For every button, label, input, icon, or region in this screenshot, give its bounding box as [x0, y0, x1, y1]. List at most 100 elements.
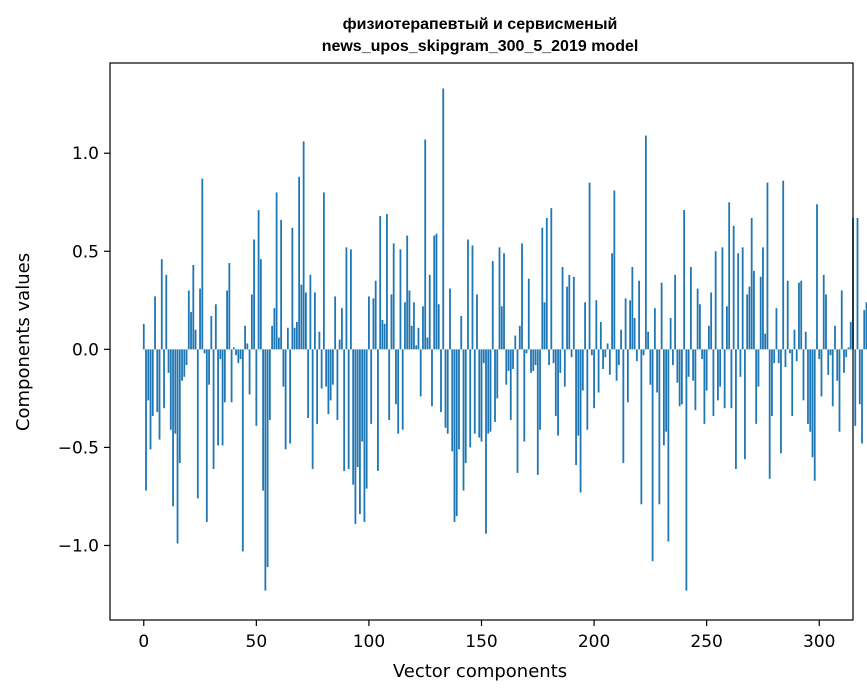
bar	[309, 274, 312, 350]
bar	[728, 202, 731, 350]
bar	[203, 349, 206, 354]
bar	[849, 321, 852, 350]
bar-series	[142, 88, 867, 591]
bar	[827, 349, 830, 375]
bar	[442, 88, 445, 350]
bar	[834, 325, 836, 350]
bar	[723, 349, 726, 409]
bar	[789, 349, 791, 354]
bar	[579, 349, 582, 493]
bar	[437, 304, 440, 350]
bar	[343, 349, 346, 471]
bar	[440, 349, 442, 413]
bar	[557, 349, 559, 436]
bar	[453, 349, 456, 522]
bar	[856, 217, 859, 350]
bar	[676, 349, 679, 383]
bar	[181, 349, 183, 381]
bar	[431, 349, 433, 407]
bar	[647, 331, 650, 350]
bar	[746, 294, 749, 350]
bar	[325, 349, 328, 387]
bar	[232, 347, 235, 350]
bar	[271, 325, 274, 350]
bar	[588, 182, 591, 350]
bar	[223, 349, 226, 403]
bar	[534, 349, 537, 366]
bar	[516, 349, 519, 473]
bar	[602, 349, 604, 369]
bar	[759, 276, 762, 350]
bar	[449, 288, 451, 350]
bar	[532, 349, 535, 371]
bar	[638, 280, 641, 350]
bar	[530, 349, 532, 373]
bar	[554, 349, 557, 417]
bar	[300, 284, 303, 350]
bar	[683, 210, 686, 350]
bar	[169, 349, 172, 430]
bar	[825, 294, 827, 350]
bar	[599, 321, 602, 350]
bar	[491, 261, 494, 350]
y-tick-label: 1.0	[72, 144, 99, 164]
bar	[518, 325, 521, 350]
bar	[800, 280, 803, 350]
bar	[608, 349, 611, 375]
bar	[572, 276, 575, 350]
bar	[604, 349, 607, 358]
bar	[167, 349, 170, 373]
x-tick-label: 250	[690, 632, 722, 652]
bar	[748, 286, 751, 350]
bar	[250, 294, 253, 350]
bar	[566, 286, 568, 350]
bar	[291, 227, 294, 350]
bar	[176, 349, 179, 544]
bar	[226, 290, 228, 350]
bar	[696, 288, 699, 350]
bar	[581, 349, 584, 391]
bar	[640, 349, 643, 505]
bar	[496, 349, 499, 399]
bar	[158, 349, 161, 440]
bar	[295, 321, 298, 350]
bar	[644, 135, 647, 350]
bar	[705, 349, 708, 391]
bar	[726, 306, 728, 350]
bar	[795, 349, 798, 362]
bar	[807, 349, 809, 424]
bar	[818, 349, 821, 360]
bar	[656, 349, 659, 393]
bar	[219, 349, 222, 360]
bar	[444, 349, 447, 428]
bar	[212, 349, 215, 469]
bar	[737, 253, 740, 350]
bar	[615, 349, 618, 381]
bar	[313, 292, 316, 350]
bar	[685, 349, 688, 591]
bar	[775, 308, 778, 350]
bar	[266, 349, 269, 568]
bar	[694, 349, 697, 411]
bar	[192, 265, 195, 350]
bar	[755, 349, 758, 424]
bar	[332, 349, 334, 385]
bar	[831, 349, 834, 407]
bar	[322, 192, 325, 350]
bar	[239, 349, 242, 360]
bar	[174, 349, 177, 434]
bar	[523, 349, 526, 442]
bar	[199, 288, 201, 350]
bar	[633, 317, 636, 350]
bar	[507, 349, 510, 371]
bar	[489, 349, 492, 432]
bar	[766, 182, 769, 350]
bar	[629, 300, 631, 350]
bar	[773, 349, 776, 364]
bar	[365, 349, 368, 489]
bar	[347, 349, 350, 469]
bar	[241, 349, 244, 552]
bar	[595, 300, 598, 350]
bar	[237, 349, 240, 364]
bar	[352, 349, 355, 485]
